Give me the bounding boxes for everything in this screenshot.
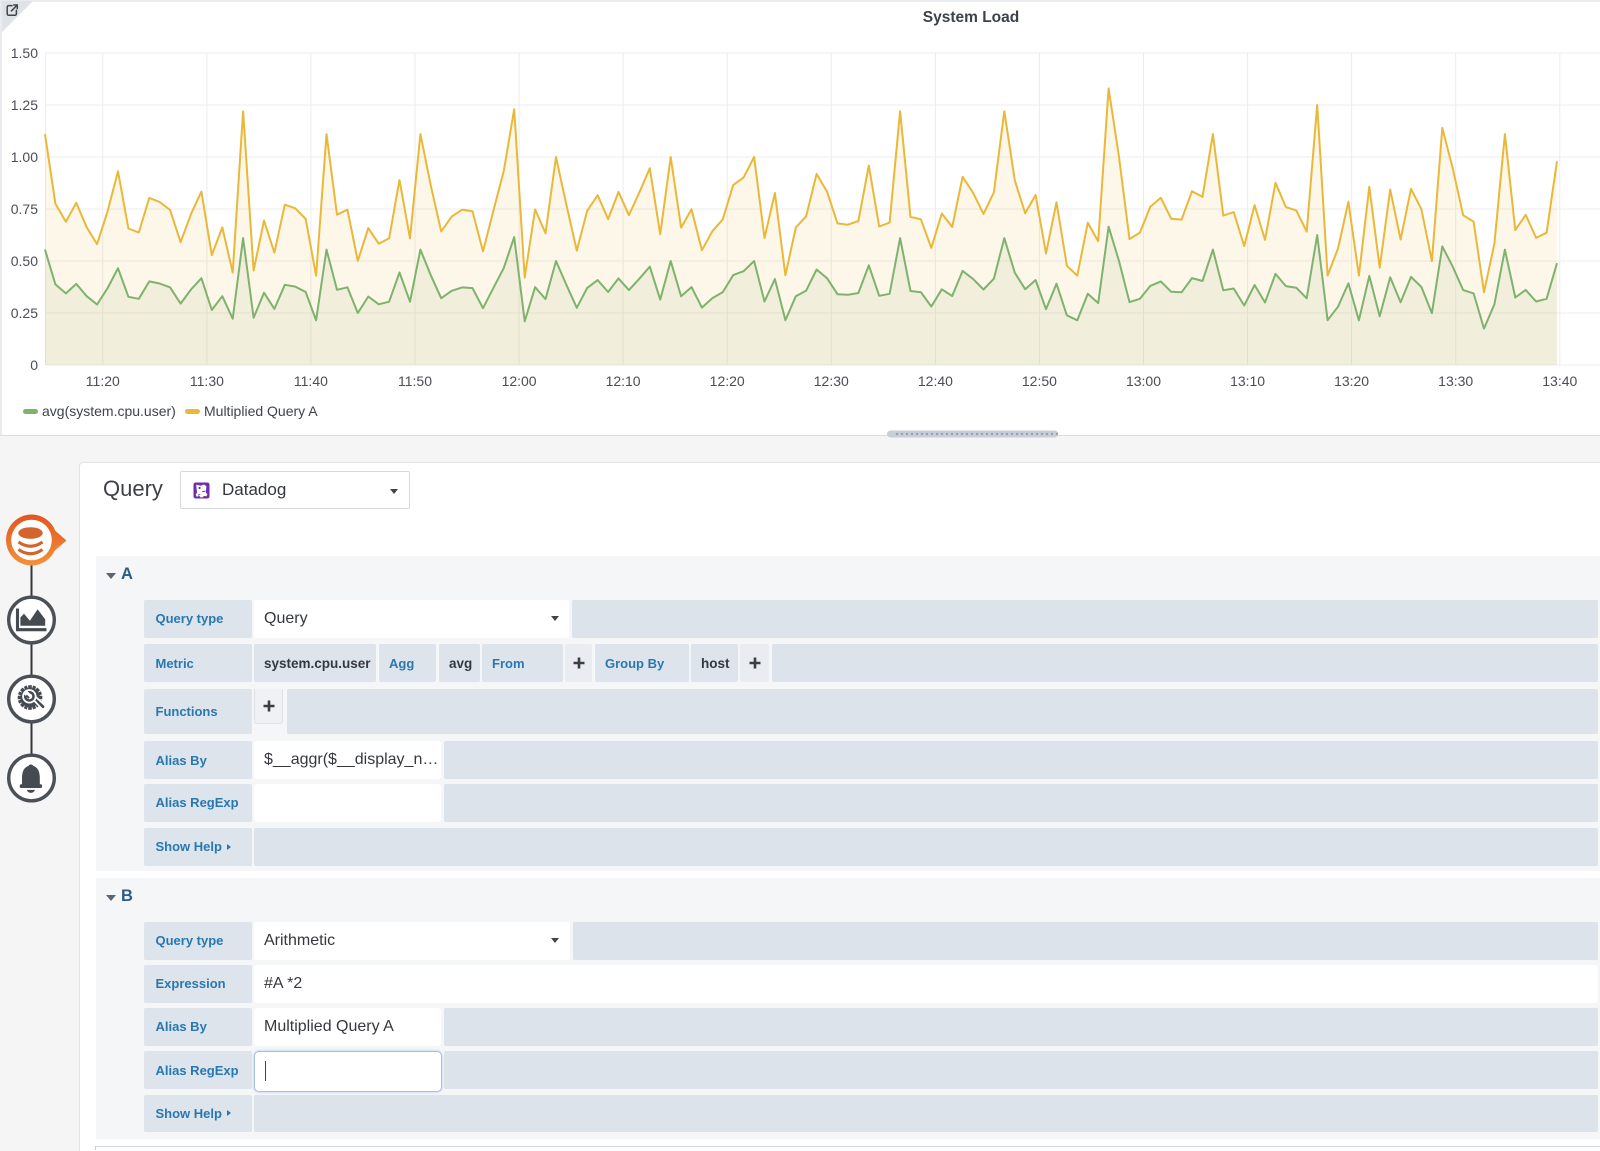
svg-text:11:50: 11:50 bbox=[398, 373, 432, 389]
svg-text:12:30: 12:30 bbox=[814, 373, 849, 389]
svg-text:1.00: 1.00 bbox=[11, 149, 38, 165]
svg-text:0.50: 0.50 bbox=[11, 253, 38, 269]
svg-text:0.25: 0.25 bbox=[11, 305, 38, 321]
svg-text:13:10: 13:10 bbox=[1230, 373, 1265, 389]
svg-text:13:40: 13:40 bbox=[1542, 373, 1577, 389]
svg-text:11:30: 11:30 bbox=[190, 373, 224, 389]
svg-text:13:00: 13:00 bbox=[1126, 373, 1161, 389]
svg-text:0: 0 bbox=[30, 357, 38, 373]
svg-text:12:10: 12:10 bbox=[606, 373, 641, 389]
svg-text:12:40: 12:40 bbox=[918, 373, 953, 389]
svg-text:11:20: 11:20 bbox=[86, 373, 120, 389]
svg-text:12:50: 12:50 bbox=[1022, 373, 1057, 389]
svg-text:0.75: 0.75 bbox=[11, 201, 38, 217]
svg-text:12:20: 12:20 bbox=[710, 373, 745, 389]
svg-text:13:20: 13:20 bbox=[1334, 373, 1369, 389]
svg-text:12:00: 12:00 bbox=[502, 373, 537, 389]
svg-text:1.25: 1.25 bbox=[11, 97, 38, 113]
svg-text:11:40: 11:40 bbox=[294, 373, 328, 389]
svg-text:13:30: 13:30 bbox=[1438, 373, 1473, 389]
svg-text:1.50: 1.50 bbox=[11, 45, 38, 61]
